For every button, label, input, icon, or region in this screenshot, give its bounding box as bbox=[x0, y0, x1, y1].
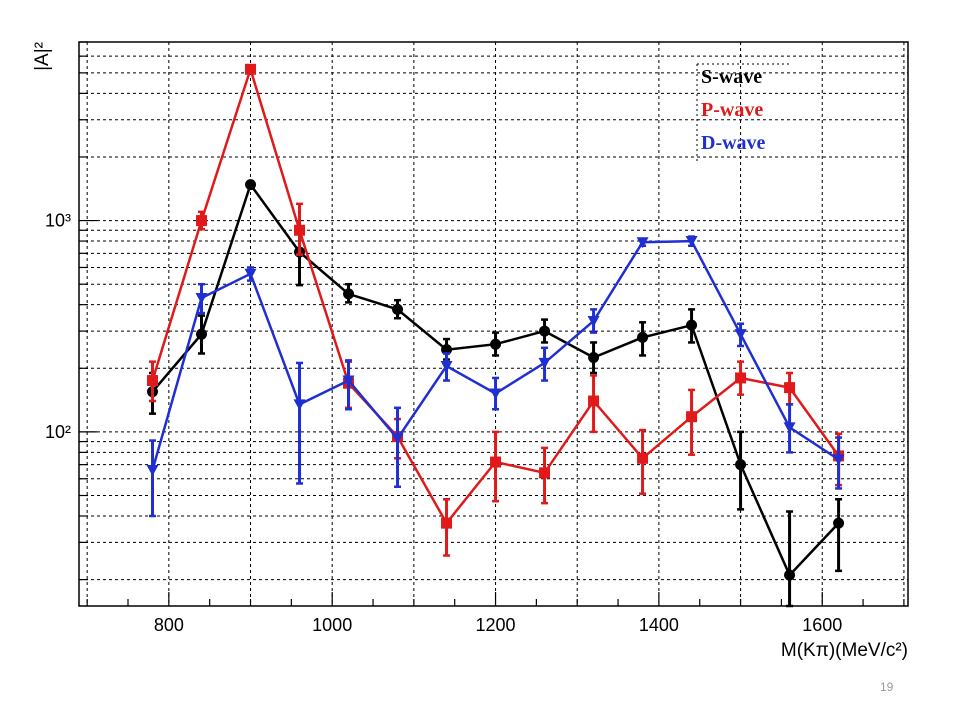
data-point bbox=[637, 452, 649, 464]
data-point bbox=[441, 517, 453, 529]
data-point bbox=[735, 372, 747, 384]
data-point bbox=[391, 433, 404, 445]
x-tick-label: 800 bbox=[154, 615, 184, 635]
x-axis-label: M(Kπ)(MeV/c²) bbox=[781, 640, 908, 661]
data-point bbox=[538, 357, 551, 369]
data-point bbox=[734, 329, 747, 341]
data-point bbox=[392, 303, 404, 315]
data-point bbox=[637, 331, 649, 343]
data-point bbox=[146, 465, 159, 477]
y-tick-labels: 10² 10³ bbox=[45, 211, 71, 442]
x-tick-label: 1600 bbox=[802, 615, 842, 635]
grid bbox=[79, 41, 908, 606]
data-point bbox=[343, 288, 355, 300]
data-point bbox=[735, 459, 747, 471]
data-point bbox=[244, 268, 257, 280]
x-tick-label: 1200 bbox=[476, 615, 516, 635]
data-point bbox=[195, 293, 208, 305]
data-point bbox=[832, 454, 845, 466]
plot-frame bbox=[78, 41, 909, 607]
legend: S-wave P-wave D-wave bbox=[696, 63, 790, 164]
data-point bbox=[784, 569, 796, 581]
data-point bbox=[833, 517, 845, 529]
legend-entry-d-wave: D-wave bbox=[701, 132, 766, 154]
data-point bbox=[245, 63, 257, 75]
data-point bbox=[294, 224, 306, 236]
data-point bbox=[196, 215, 208, 227]
x-tick-label: 1400 bbox=[639, 615, 679, 635]
data-point bbox=[490, 456, 502, 468]
data-point bbox=[293, 399, 306, 411]
x-tick-label: 1000 bbox=[312, 615, 352, 635]
data-point bbox=[490, 338, 502, 350]
data-point bbox=[636, 237, 649, 249]
data-point bbox=[196, 328, 208, 340]
data-point bbox=[783, 422, 796, 434]
data-point bbox=[686, 319, 698, 331]
slide-page-number: 19 bbox=[880, 680, 894, 694]
data-point bbox=[588, 395, 600, 407]
data-point bbox=[147, 375, 159, 387]
data-point bbox=[539, 467, 551, 479]
y-axis-label: |A|² bbox=[32, 42, 53, 71]
data-point bbox=[539, 325, 551, 337]
legend-entry-s-wave: S-wave bbox=[701, 66, 762, 88]
data-point bbox=[587, 315, 600, 327]
series-s-wave bbox=[147, 179, 845, 608]
y-tick-label: 10² bbox=[45, 422, 71, 442]
series-d-wave bbox=[146, 235, 845, 518]
data-point bbox=[588, 351, 600, 363]
data-point bbox=[686, 411, 698, 423]
axis-ticks bbox=[79, 41, 905, 606]
data-point bbox=[245, 179, 257, 191]
data-point bbox=[342, 375, 355, 387]
x-tick-labels: 800 1000 1200 1400 1600 bbox=[154, 615, 842, 635]
legend-entry-p-wave: P-wave bbox=[701, 99, 763, 121]
data-point bbox=[784, 382, 796, 394]
data-point bbox=[440, 361, 453, 373]
data-series bbox=[146, 63, 845, 608]
data-point bbox=[685, 236, 698, 248]
data-point bbox=[489, 388, 502, 400]
y-tick-label: 10³ bbox=[45, 211, 71, 231]
